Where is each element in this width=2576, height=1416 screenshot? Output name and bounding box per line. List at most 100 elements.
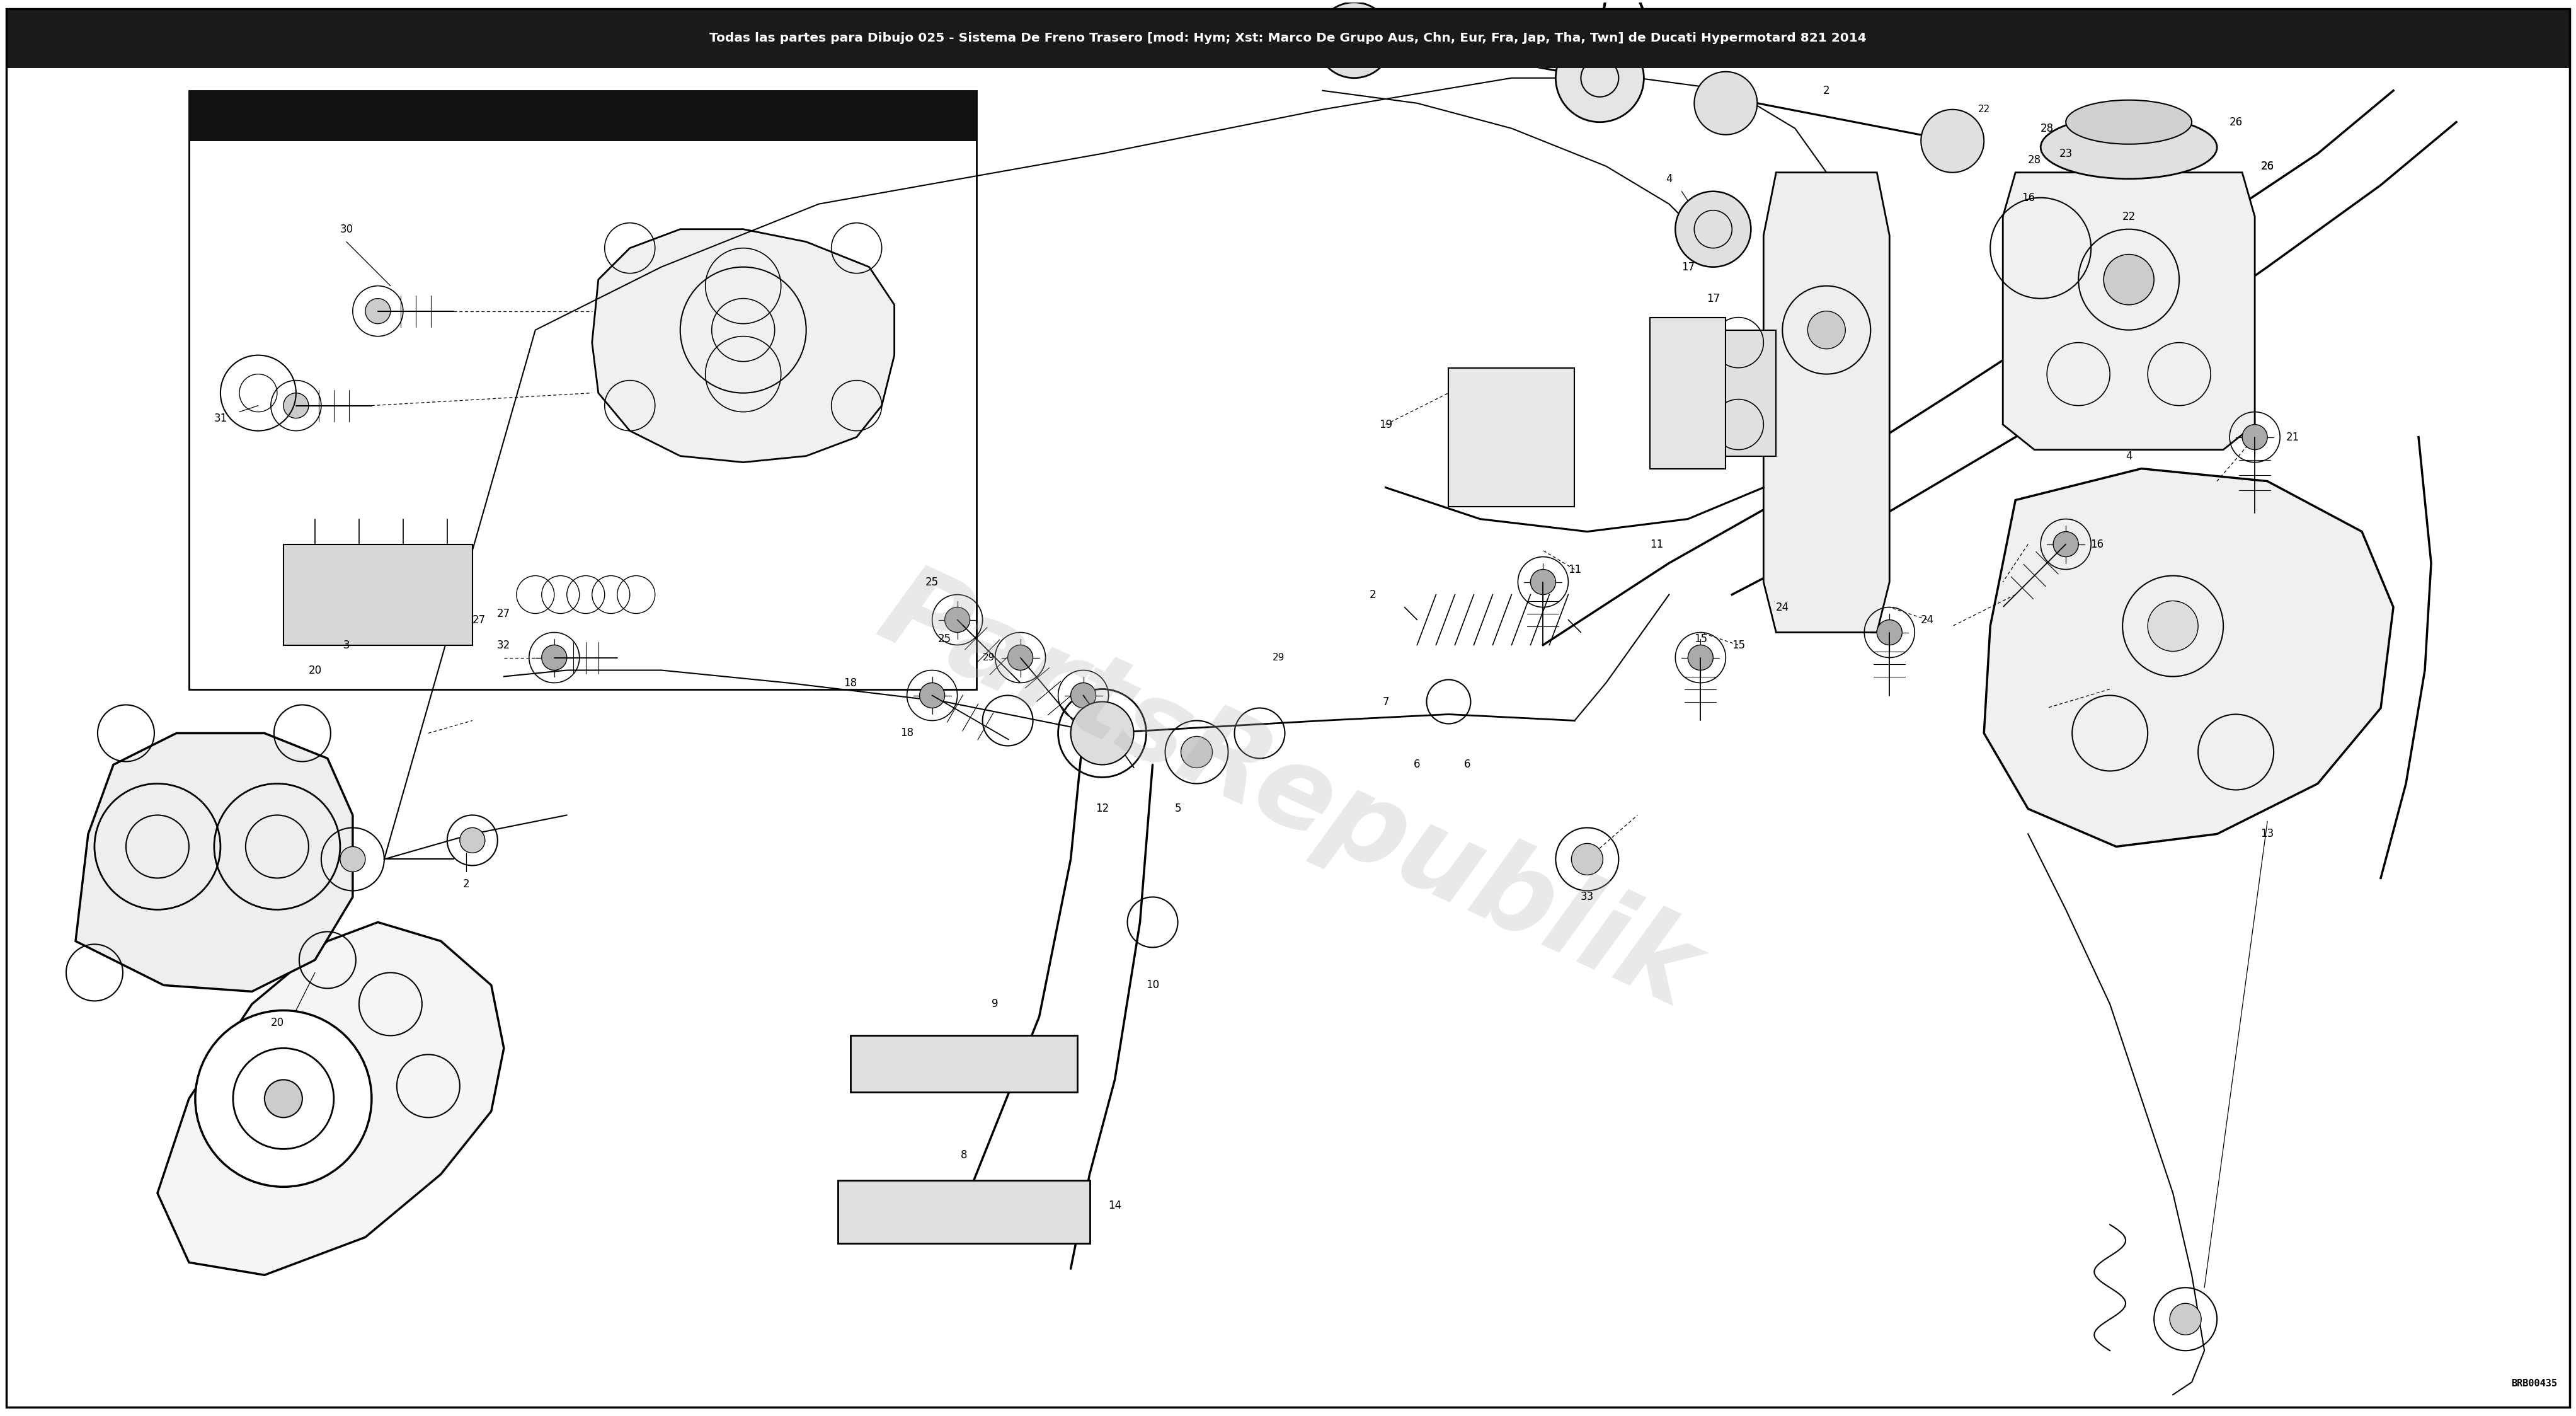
Text: 26: 26 bbox=[2228, 116, 2244, 127]
Circle shape bbox=[1878, 620, 1901, 646]
Circle shape bbox=[1922, 109, 1984, 173]
Polygon shape bbox=[1984, 469, 2393, 847]
Text: 29: 29 bbox=[1273, 653, 1285, 663]
Text: 23: 23 bbox=[2058, 147, 2074, 159]
Bar bbox=[1700, 330, 1775, 456]
Text: BRB00435: BRB00435 bbox=[2512, 1379, 2558, 1389]
Text: 19: 19 bbox=[1378, 419, 1391, 430]
Circle shape bbox=[366, 299, 392, 324]
Bar bbox=[5, 8, 2571, 68]
Text: 1: 1 bbox=[1337, 10, 1345, 21]
Text: 21: 21 bbox=[2285, 432, 2300, 443]
Polygon shape bbox=[75, 733, 353, 991]
Circle shape bbox=[1687, 646, 1713, 670]
Circle shape bbox=[459, 828, 484, 852]
Text: 4: 4 bbox=[1615, 34, 1623, 45]
Circle shape bbox=[1695, 72, 1757, 135]
Text: 4: 4 bbox=[1667, 173, 1672, 184]
Text: 23: 23 bbox=[1721, 61, 1731, 71]
Polygon shape bbox=[592, 229, 894, 462]
Text: 15: 15 bbox=[1695, 633, 1708, 644]
Text: 14: 14 bbox=[1108, 1199, 1121, 1211]
Text: 31: 31 bbox=[214, 412, 227, 423]
Bar bbox=[1651, 317, 1726, 469]
Text: 18: 18 bbox=[899, 728, 914, 739]
Ellipse shape bbox=[2066, 101, 2192, 144]
Circle shape bbox=[283, 394, 309, 418]
Circle shape bbox=[2105, 255, 2154, 304]
Circle shape bbox=[1316, 3, 1391, 78]
Circle shape bbox=[2148, 600, 2197, 651]
Circle shape bbox=[541, 646, 567, 670]
Text: 12: 12 bbox=[1095, 803, 1108, 814]
Polygon shape bbox=[2004, 173, 2254, 450]
Circle shape bbox=[1571, 844, 1602, 875]
Polygon shape bbox=[157, 922, 505, 1274]
Text: 27: 27 bbox=[471, 615, 484, 626]
Text: 11: 11 bbox=[1569, 564, 1582, 575]
Text: 5: 5 bbox=[1175, 803, 1180, 814]
Text: 6: 6 bbox=[1463, 759, 1471, 770]
Text: 29: 29 bbox=[981, 653, 994, 663]
Circle shape bbox=[196, 1011, 371, 1187]
Circle shape bbox=[920, 683, 945, 708]
Text: 3: 3 bbox=[343, 640, 350, 651]
Text: 13: 13 bbox=[2262, 828, 2275, 840]
Circle shape bbox=[1072, 702, 1133, 765]
Text: 20: 20 bbox=[309, 664, 322, 675]
Text: 2: 2 bbox=[1370, 589, 1376, 600]
Text: 18: 18 bbox=[842, 677, 858, 688]
Text: 6: 6 bbox=[1414, 759, 1419, 770]
Text: 32: 32 bbox=[497, 640, 510, 651]
Circle shape bbox=[2053, 531, 2079, 556]
Bar bbox=[1448, 368, 1574, 507]
Circle shape bbox=[1674, 191, 1752, 268]
Text: PartsRepublik: PartsRepublik bbox=[863, 555, 1713, 1031]
Circle shape bbox=[2241, 425, 2267, 450]
Text: 28: 28 bbox=[2040, 123, 2053, 135]
Circle shape bbox=[340, 847, 366, 872]
Polygon shape bbox=[1765, 173, 1888, 633]
Text: 20: 20 bbox=[270, 1017, 283, 1028]
Text: 17: 17 bbox=[1705, 293, 1721, 304]
Circle shape bbox=[1530, 569, 1556, 595]
Circle shape bbox=[945, 607, 971, 633]
Text: 7: 7 bbox=[1383, 697, 1388, 708]
Text: 15: 15 bbox=[1731, 640, 1744, 651]
Text: 2: 2 bbox=[464, 879, 469, 891]
Text: 16: 16 bbox=[2022, 193, 2035, 204]
Text: 2: 2 bbox=[1824, 85, 1829, 96]
Bar bbox=[850, 1035, 1077, 1092]
Bar bbox=[283, 544, 471, 646]
Circle shape bbox=[1007, 646, 1033, 670]
Ellipse shape bbox=[2040, 116, 2218, 178]
Bar bbox=[188, 91, 976, 142]
Circle shape bbox=[1072, 683, 1095, 708]
Text: 22: 22 bbox=[2123, 211, 2136, 222]
Circle shape bbox=[265, 1080, 301, 1117]
Text: 26: 26 bbox=[2262, 160, 2275, 171]
Text: 4: 4 bbox=[2125, 450, 2133, 462]
Text: 10: 10 bbox=[1146, 980, 1159, 991]
Bar bbox=[188, 91, 976, 690]
Circle shape bbox=[2169, 1303, 2202, 1335]
Text: 24: 24 bbox=[1922, 615, 1935, 626]
Text: 22: 22 bbox=[1978, 105, 1991, 115]
Text: 27: 27 bbox=[497, 607, 510, 619]
Text: 8: 8 bbox=[961, 1150, 966, 1161]
Text: 9: 9 bbox=[992, 998, 999, 1010]
Bar bbox=[837, 1181, 1090, 1243]
Circle shape bbox=[1808, 312, 1844, 348]
Text: 25: 25 bbox=[938, 633, 951, 644]
Text: Todas las partes para Dibujo 025 - Sistema De Freno Trasero [mod: Hym; Xst: Marc: Todas las partes para Dibujo 025 - Siste… bbox=[708, 33, 1868, 44]
Text: 28: 28 bbox=[2027, 154, 2040, 166]
Text: 25: 25 bbox=[925, 576, 938, 588]
Text: 24: 24 bbox=[1775, 602, 1790, 613]
Text: 26: 26 bbox=[2262, 160, 2275, 171]
Circle shape bbox=[1180, 736, 1213, 767]
Text: 16: 16 bbox=[2092, 538, 2105, 549]
Text: 17: 17 bbox=[1682, 262, 1695, 273]
Text: 11: 11 bbox=[1649, 538, 1664, 549]
Circle shape bbox=[1556, 34, 1643, 122]
Text: 33: 33 bbox=[1582, 891, 1595, 902]
